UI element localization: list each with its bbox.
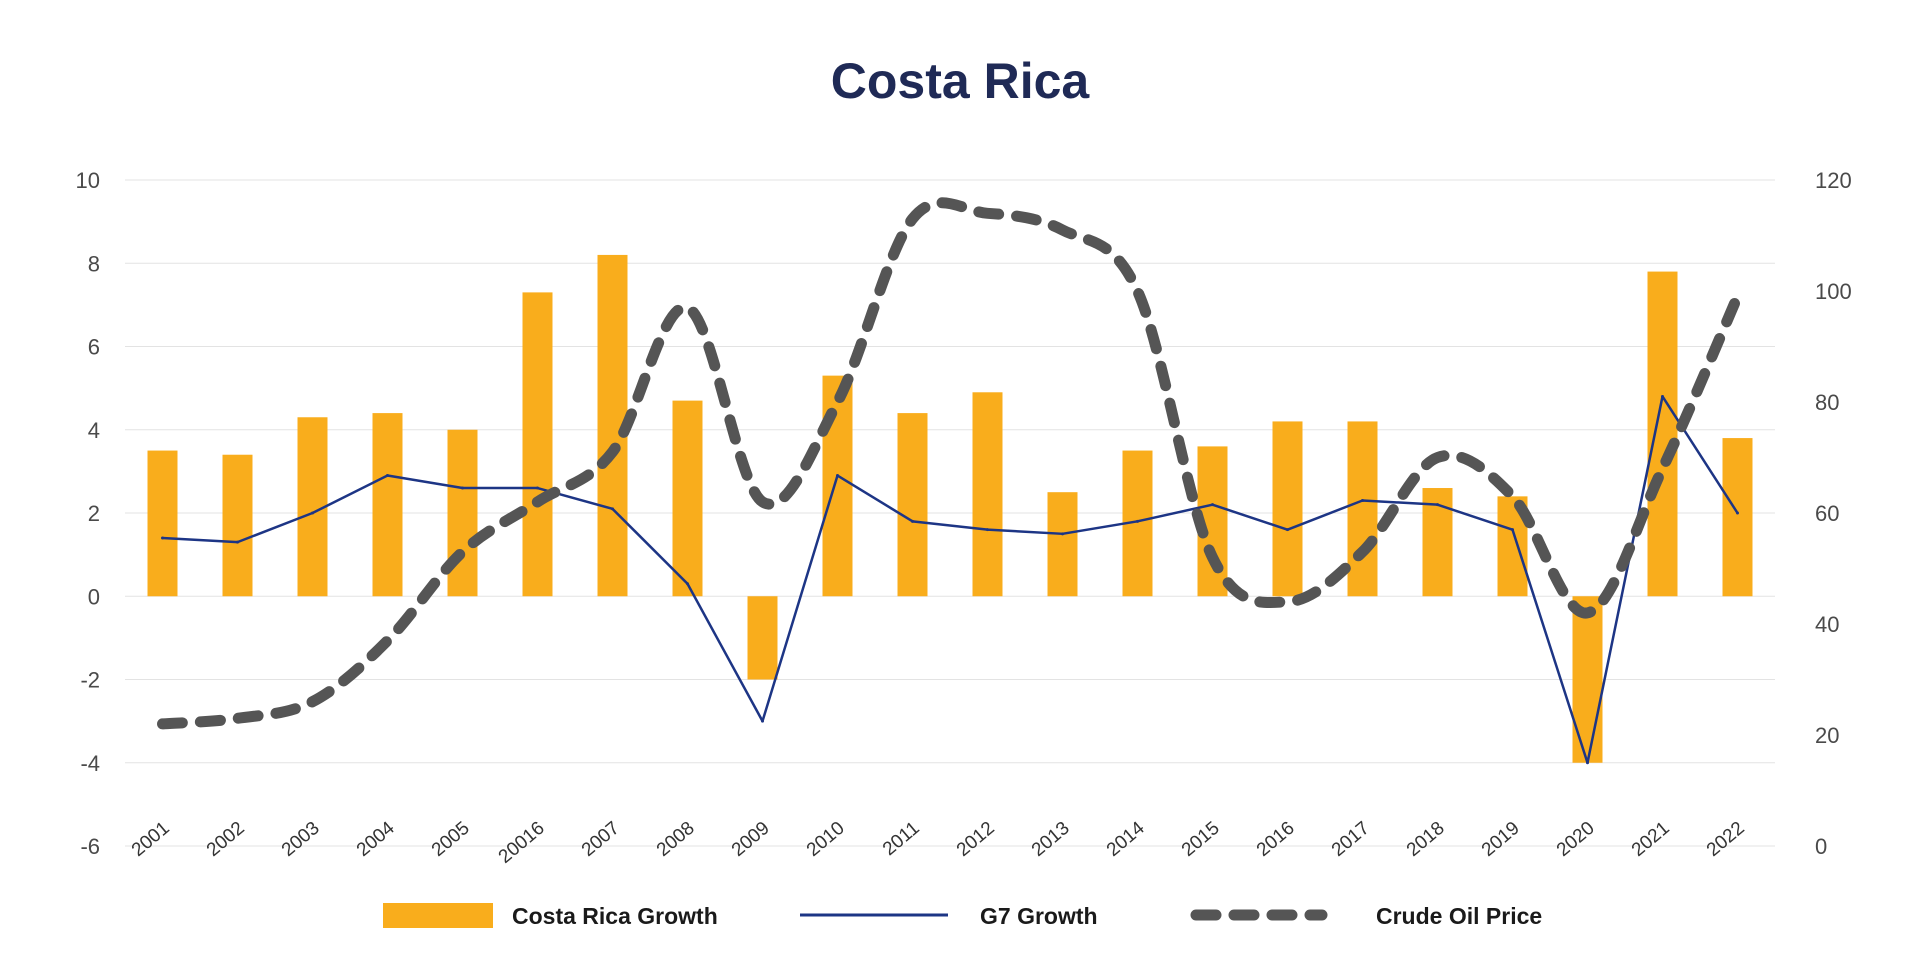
bar-costa-rica-growth bbox=[447, 429, 478, 597]
g7-growth-point bbox=[1136, 519, 1139, 523]
x-tick-label: 2004 bbox=[353, 817, 399, 861]
bar-costa-rica-growth bbox=[897, 413, 928, 597]
g7-growth-point bbox=[386, 474, 389, 478]
x-tick-label: 2014 bbox=[1103, 817, 1149, 861]
x-tick-label: 2021 bbox=[1628, 818, 1674, 861]
g7-growth-point bbox=[986, 528, 989, 532]
g7-growth-point bbox=[686, 582, 689, 586]
x-tick-label: 2019 bbox=[1478, 818, 1524, 861]
right-tick-label: 100 bbox=[1815, 279, 1852, 304]
left-y-axis: -6 -4 -2 0 2 4 6 8 10 bbox=[76, 168, 100, 859]
legend-swatch-costa-rica-growth bbox=[383, 903, 493, 928]
bar-costa-rica-growth bbox=[1722, 438, 1753, 597]
g7-growth-point bbox=[1361, 499, 1364, 503]
bar-costa-rica-growth bbox=[1347, 421, 1378, 597]
g7-growth-point bbox=[536, 486, 539, 490]
bar-costa-rica-growth bbox=[747, 596, 778, 680]
x-tick-label: 2022 bbox=[1703, 818, 1749, 861]
bar-costa-rica-growth bbox=[522, 292, 553, 597]
x-tick-label: 2003 bbox=[278, 818, 324, 861]
legend-label-crude-oil-price: Crude Oil Price bbox=[1376, 903, 1542, 929]
right-y-axis: 0 20 40 60 80 100 120 bbox=[1815, 168, 1852, 859]
g7-growth-point bbox=[1661, 394, 1664, 398]
left-tick-label: 10 bbox=[76, 168, 100, 193]
left-tick-label: -2 bbox=[80, 668, 100, 693]
legend: Costa Rica Growth G7 Growth Crude Oil Pr… bbox=[383, 903, 1542, 929]
g7-growth-point bbox=[236, 540, 239, 544]
x-tick-label: 2020 bbox=[1553, 818, 1599, 861]
x-tick-label: 2008 bbox=[653, 818, 699, 861]
right-tick-label: 20 bbox=[1815, 723, 1839, 748]
crude-oil-price-line bbox=[157, 197, 1743, 730]
x-tick-label: 2013 bbox=[1028, 818, 1074, 861]
x-tick-label: 2002 bbox=[203, 818, 249, 861]
right-tick-label: 40 bbox=[1815, 612, 1839, 637]
g7-growth-point bbox=[311, 511, 314, 515]
bar-costa-rica-growth bbox=[222, 454, 253, 597]
legend-label-g7-growth: G7 Growth bbox=[980, 903, 1098, 929]
line-crude-oil-price bbox=[157, 197, 1743, 730]
g7-growth-point bbox=[1061, 532, 1064, 536]
x-tick-label: 2015 bbox=[1178, 818, 1224, 861]
right-tick-label: 0 bbox=[1815, 834, 1827, 859]
x-tick-label: 2010 bbox=[803, 818, 849, 861]
x-axis: 2001 2002 2003 2004 2005 20016 2007 2008 2009 201… bbox=[128, 817, 1749, 867]
bar-costa-rica-growth bbox=[822, 375, 853, 597]
g7-growth-point bbox=[1211, 503, 1214, 507]
g7-growth-point bbox=[1436, 503, 1439, 507]
x-tick-label: 2018 bbox=[1403, 818, 1449, 861]
x-tick-label: 2005 bbox=[428, 818, 474, 861]
bar-costa-rica-growth bbox=[1047, 492, 1078, 597]
g7-growth-point bbox=[461, 486, 464, 490]
bar-costa-rica-growth bbox=[147, 450, 178, 597]
left-tick-label: 8 bbox=[88, 251, 100, 276]
g7-growth-point bbox=[911, 519, 914, 523]
g7-growth-point bbox=[1586, 761, 1589, 765]
left-tick-label: -4 bbox=[80, 751, 100, 776]
x-tick-label: 2007 bbox=[578, 818, 624, 861]
x-tick-label: 2011 bbox=[879, 818, 924, 860]
x-tick-label: 2001 bbox=[128, 818, 174, 861]
bar-costa-rica-growth bbox=[1572, 596, 1603, 763]
left-tick-label: 4 bbox=[88, 418, 100, 443]
x-tick-label: 2012 bbox=[953, 818, 999, 861]
g7-growth-point bbox=[161, 536, 164, 540]
g7-growth-point bbox=[611, 507, 614, 511]
bar-costa-rica-growth bbox=[1272, 421, 1303, 597]
legend-label-costa-rica-growth: Costa Rica Growth bbox=[512, 903, 718, 929]
left-tick-label: -6 bbox=[80, 834, 100, 859]
g7-growth-point bbox=[1286, 528, 1289, 532]
bar-costa-rica-growth bbox=[372, 413, 403, 597]
right-tick-label: 120 bbox=[1815, 168, 1852, 193]
left-tick-label: 2 bbox=[88, 501, 100, 526]
bar-costa-rica-growth bbox=[1647, 271, 1678, 597]
x-tick-label: 2009 bbox=[728, 818, 774, 861]
chart-title: Costa Rica bbox=[830, 53, 1090, 109]
x-tick-label: 20016 bbox=[495, 818, 549, 868]
left-tick-label: 0 bbox=[88, 584, 100, 609]
g7-growth-point bbox=[836, 474, 839, 478]
left-tick-label: 6 bbox=[88, 335, 100, 360]
bars-costa-rica-growth bbox=[147, 254, 1753, 763]
line-g7-growth bbox=[161, 394, 1739, 765]
bar-costa-rica-growth bbox=[672, 400, 703, 597]
g7-growth-point bbox=[1511, 528, 1514, 532]
g7-growth-point bbox=[761, 719, 764, 723]
right-tick-label: 80 bbox=[1815, 390, 1839, 415]
g7-growth-line bbox=[162, 395, 1739, 764]
g7-growth-point bbox=[1736, 511, 1739, 515]
right-tick-label: 60 bbox=[1815, 501, 1839, 526]
x-tick-label: 2016 bbox=[1253, 818, 1299, 861]
bar-costa-rica-growth bbox=[972, 392, 1003, 597]
x-tick-label: 2017 bbox=[1328, 818, 1374, 861]
